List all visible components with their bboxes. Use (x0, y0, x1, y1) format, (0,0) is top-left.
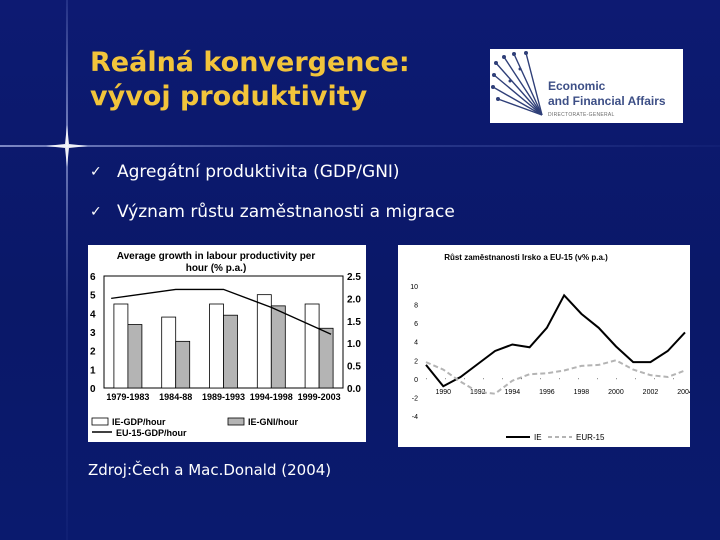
chart1-line-eu15 (111, 288, 332, 335)
title-line-1: Reálná konvergence: (90, 47, 410, 78)
chart2-y-tick: 8 (414, 303, 418, 310)
checkmark-icon: ✓ (90, 164, 102, 180)
chart1-left-tick: 0 (90, 384, 96, 395)
chart2-x-tick: 1990 (435, 389, 451, 396)
chart2-y-tick: -4 (412, 414, 418, 421)
chart2-y-tick: 2 (414, 358, 418, 365)
source-note: Zdroj:Čech a Mac.Donald (2004) (88, 461, 332, 479)
chart2-line-eur15 (425, 359, 686, 395)
chart1-right-tick: 1.5 (347, 317, 361, 328)
chart1-left-tick: 2 (90, 347, 96, 358)
sparkle-icon (46, 125, 88, 167)
chart1-bar-ie-gni (223, 314, 238, 389)
logo-subtitle: DIRECTORATE-GENERAL (548, 112, 615, 118)
chart1-left-tick: 1 (90, 365, 96, 376)
chart2-x-tick: 2004 (677, 389, 690, 396)
logo-line-2: and Financial Affairs (548, 94, 666, 108)
logo-line-1: Economic (548, 79, 606, 93)
employment-line-chart: Růst zaměstnanosti Irsko a EU-15 (v% p.a… (398, 245, 693, 447)
vertical-accent-line (66, 0, 68, 540)
title-line-2: vývoj produktivity (90, 81, 368, 112)
chart1-category-label: 1984-88 (159, 392, 192, 402)
chart1-bar-ie-gdp (161, 316, 177, 389)
legend-swatch-ie-gni (227, 417, 245, 426)
bullet-text: Význam růstu zaměstnanosti a migrace (117, 202, 455, 222)
ecfin-star-emblem (491, 51, 543, 116)
chart1-bar-ie-gdp (113, 303, 129, 389)
chart1-right-tick: 2.5 (347, 272, 361, 283)
chart1-title-line-1: Average growth in labour productivity pe… (117, 251, 316, 262)
chart2-y-tick: 6 (414, 321, 418, 328)
chart2-y-tick: 0 (414, 377, 418, 384)
chart1-right-tick: 0.0 (347, 384, 361, 395)
chart2-y-tick: -2 (412, 395, 418, 402)
chart1-category-label: 1989-1993 (202, 392, 245, 402)
chart1-bar-ie-gni (318, 327, 334, 389)
chart1-bar-ie-gni (127, 324, 143, 389)
bullet-text: Agregátní produktivita (GDP/GNI) (117, 162, 400, 182)
chart2-x-tick: 1994 (505, 389, 521, 396)
horizontal-accent-line (0, 145, 720, 147)
chart2-line-ie (425, 293, 686, 388)
chart2-x-tick: 2000 (608, 389, 624, 396)
legend-ie-gni: IE-GNI/hour (248, 417, 298, 427)
chart1-bar-ie-gni (175, 340, 191, 389)
slide-title: Reálná konvergence: vývoj produktivity (90, 46, 410, 114)
legend-ie: IE (534, 433, 542, 442)
chart1-category-label: 1979-1983 (106, 392, 149, 402)
chart1-title-line-2: hour (% p.a.) (186, 263, 247, 274)
chart1-right-tick: 2.0 (347, 294, 361, 305)
chart1-right-tick: 1.0 (347, 339, 361, 350)
chart2-x-tick: 1998 (574, 389, 590, 396)
productivity-bar-chart: Average growth in labour productivity pe… (88, 245, 366, 442)
chart1-bar-ie-gdp (304, 303, 320, 389)
productivity-chart-svg: Average growth in labour productivity pe… (90, 251, 361, 438)
legend-swatch-ie-gdp (91, 417, 109, 426)
chart2-x-tick: 2002 (643, 389, 659, 396)
chart1-bar-ie-gni (270, 305, 286, 389)
chart1-right-tick: 0.5 (347, 362, 361, 373)
chart1-bar-ie-gdp (209, 303, 224, 389)
chart1-left-tick: 3 (90, 328, 96, 339)
chart1-left-tick: 4 (90, 309, 96, 320)
employment-chart-svg: Růst zaměstnanosti Irsko a EU-15 (v% p.a… (410, 253, 693, 442)
chart1-left-tick: 6 (90, 272, 96, 283)
legend-eu15: EU-15-GDP/hour (116, 428, 187, 438)
ecfin-logo: Economic and Financial Affairs DIRECTORA… (490, 49, 683, 123)
chart2-x-tick: 1996 (539, 389, 555, 396)
legend-ie-gdp: IE-GDP/hour (112, 417, 166, 427)
legend-eur15: EUR-15 (576, 433, 605, 442)
chart1-left-tick: 5 (90, 291, 96, 302)
chart1-category-label: 1999-2003 (298, 392, 341, 402)
chart1-bar-ie-gdp (256, 294, 272, 389)
chart2-title: Růst zaměstnanosti Irsko a EU-15 (v% p.a… (444, 253, 608, 262)
checkmark-icon: ✓ (90, 204, 102, 220)
chart2-y-tick: 4 (414, 340, 418, 347)
chart1-category-label: 1994-1998 (250, 392, 293, 402)
chart2-y-tick: 10 (410, 284, 418, 291)
